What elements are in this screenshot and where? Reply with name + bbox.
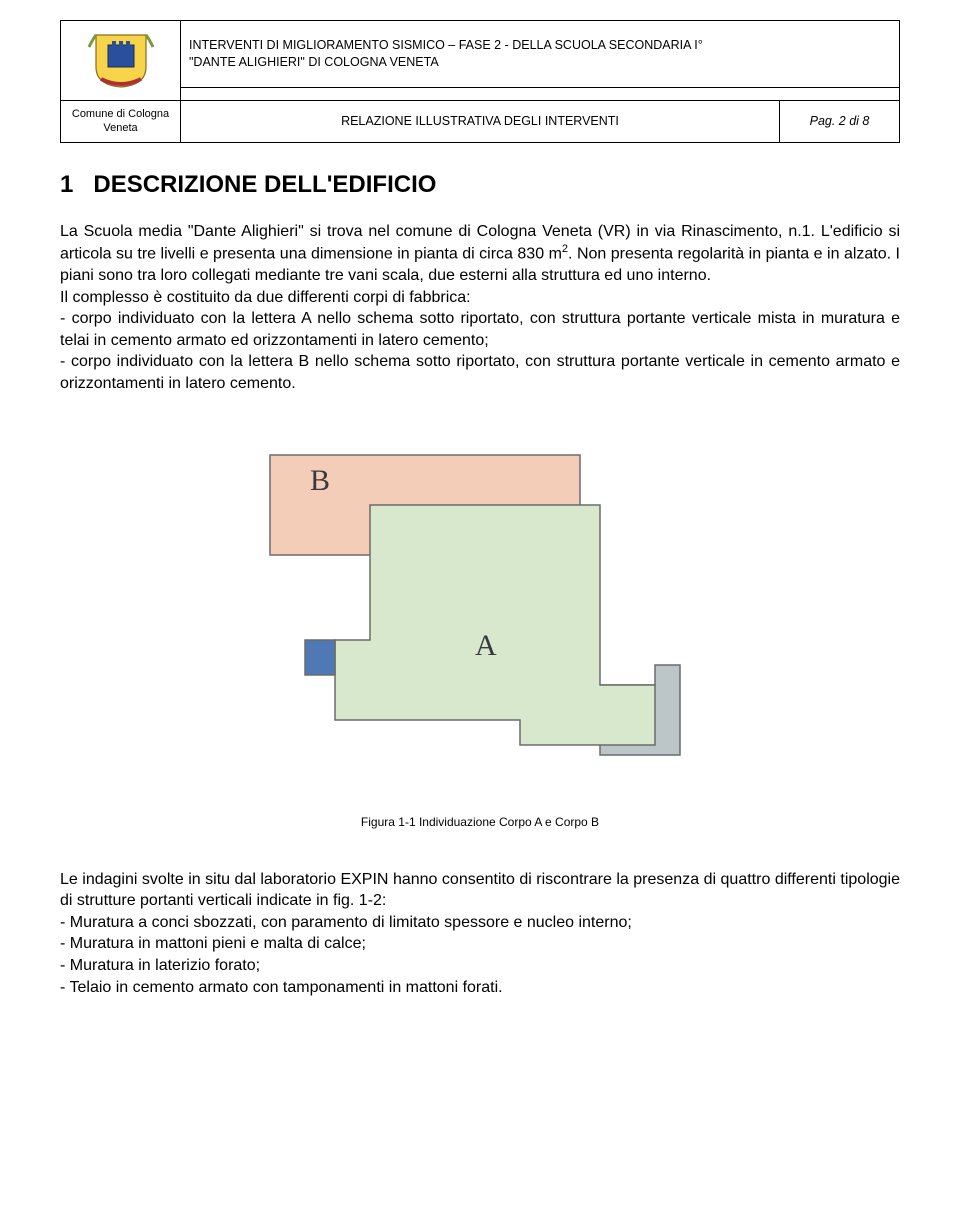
label-a: A [475,629,497,662]
paragraph-4: - corpo individuato con la lettera B nel… [60,351,900,394]
section-number: 1 [60,171,73,198]
logo-cell [61,21,181,101]
page-number: Pag. 2 di 8 [780,101,900,143]
list-item-4: - Telaio in cemento armato con tamponame… [60,977,900,999]
municipality-name: Comune di Cologna Veneta [61,101,181,143]
building-plan-diagram: B A [250,435,710,795]
paragraph-5: Le indagini svolte in situ dal laborator… [60,869,900,912]
project-title: INTERVENTI DI MIGLIORAMENTO SISMICO – FA… [181,21,900,88]
figure-1-1: B A [60,435,900,795]
section-heading: 1 DESCRIZIONE DELL'EDIFICIO [60,171,900,199]
section-title-text: DESCRIZIONE DELL'EDIFICIO [93,171,436,198]
blue-annex-shape [305,640,335,675]
relation-title: RELAZIONE ILLUSTRATIVA DEGLI INTERVENTI [181,101,780,143]
list-item-1: - Muratura a conci sbozzati, con paramen… [60,912,900,934]
paragraph-3: - corpo individuato con la lettera A nel… [60,308,900,351]
figure-caption: Figura 1-1 Individuazione Corpo A e Corp… [60,815,900,829]
municipality-crest-icon [86,27,156,89]
list-item-2: - Muratura in mattoni pieni e malta di c… [60,933,900,955]
header-spacer [181,88,900,101]
project-title-line1: INTERVENTI DI MIGLIORAMENTO SISMICO – FA… [189,38,703,52]
paragraph-2: Il complesso è costituito da due differe… [60,287,900,309]
project-title-line2: "DANTE ALIGHIERI" DI COLOGNA VENETA [189,55,439,69]
body-a-shape [335,505,655,745]
list-item-3: - Muratura in laterizio forato; [60,955,900,977]
municipality-line1: Comune di Cologna [72,108,169,120]
municipality-line2: Veneta [103,122,137,134]
document-header: INTERVENTI DI MIGLIORAMENTO SISMICO – FA… [60,20,900,143]
paragraph-1: La Scuola media "Dante Alighieri" si tro… [60,221,900,287]
label-b: B [310,464,330,497]
